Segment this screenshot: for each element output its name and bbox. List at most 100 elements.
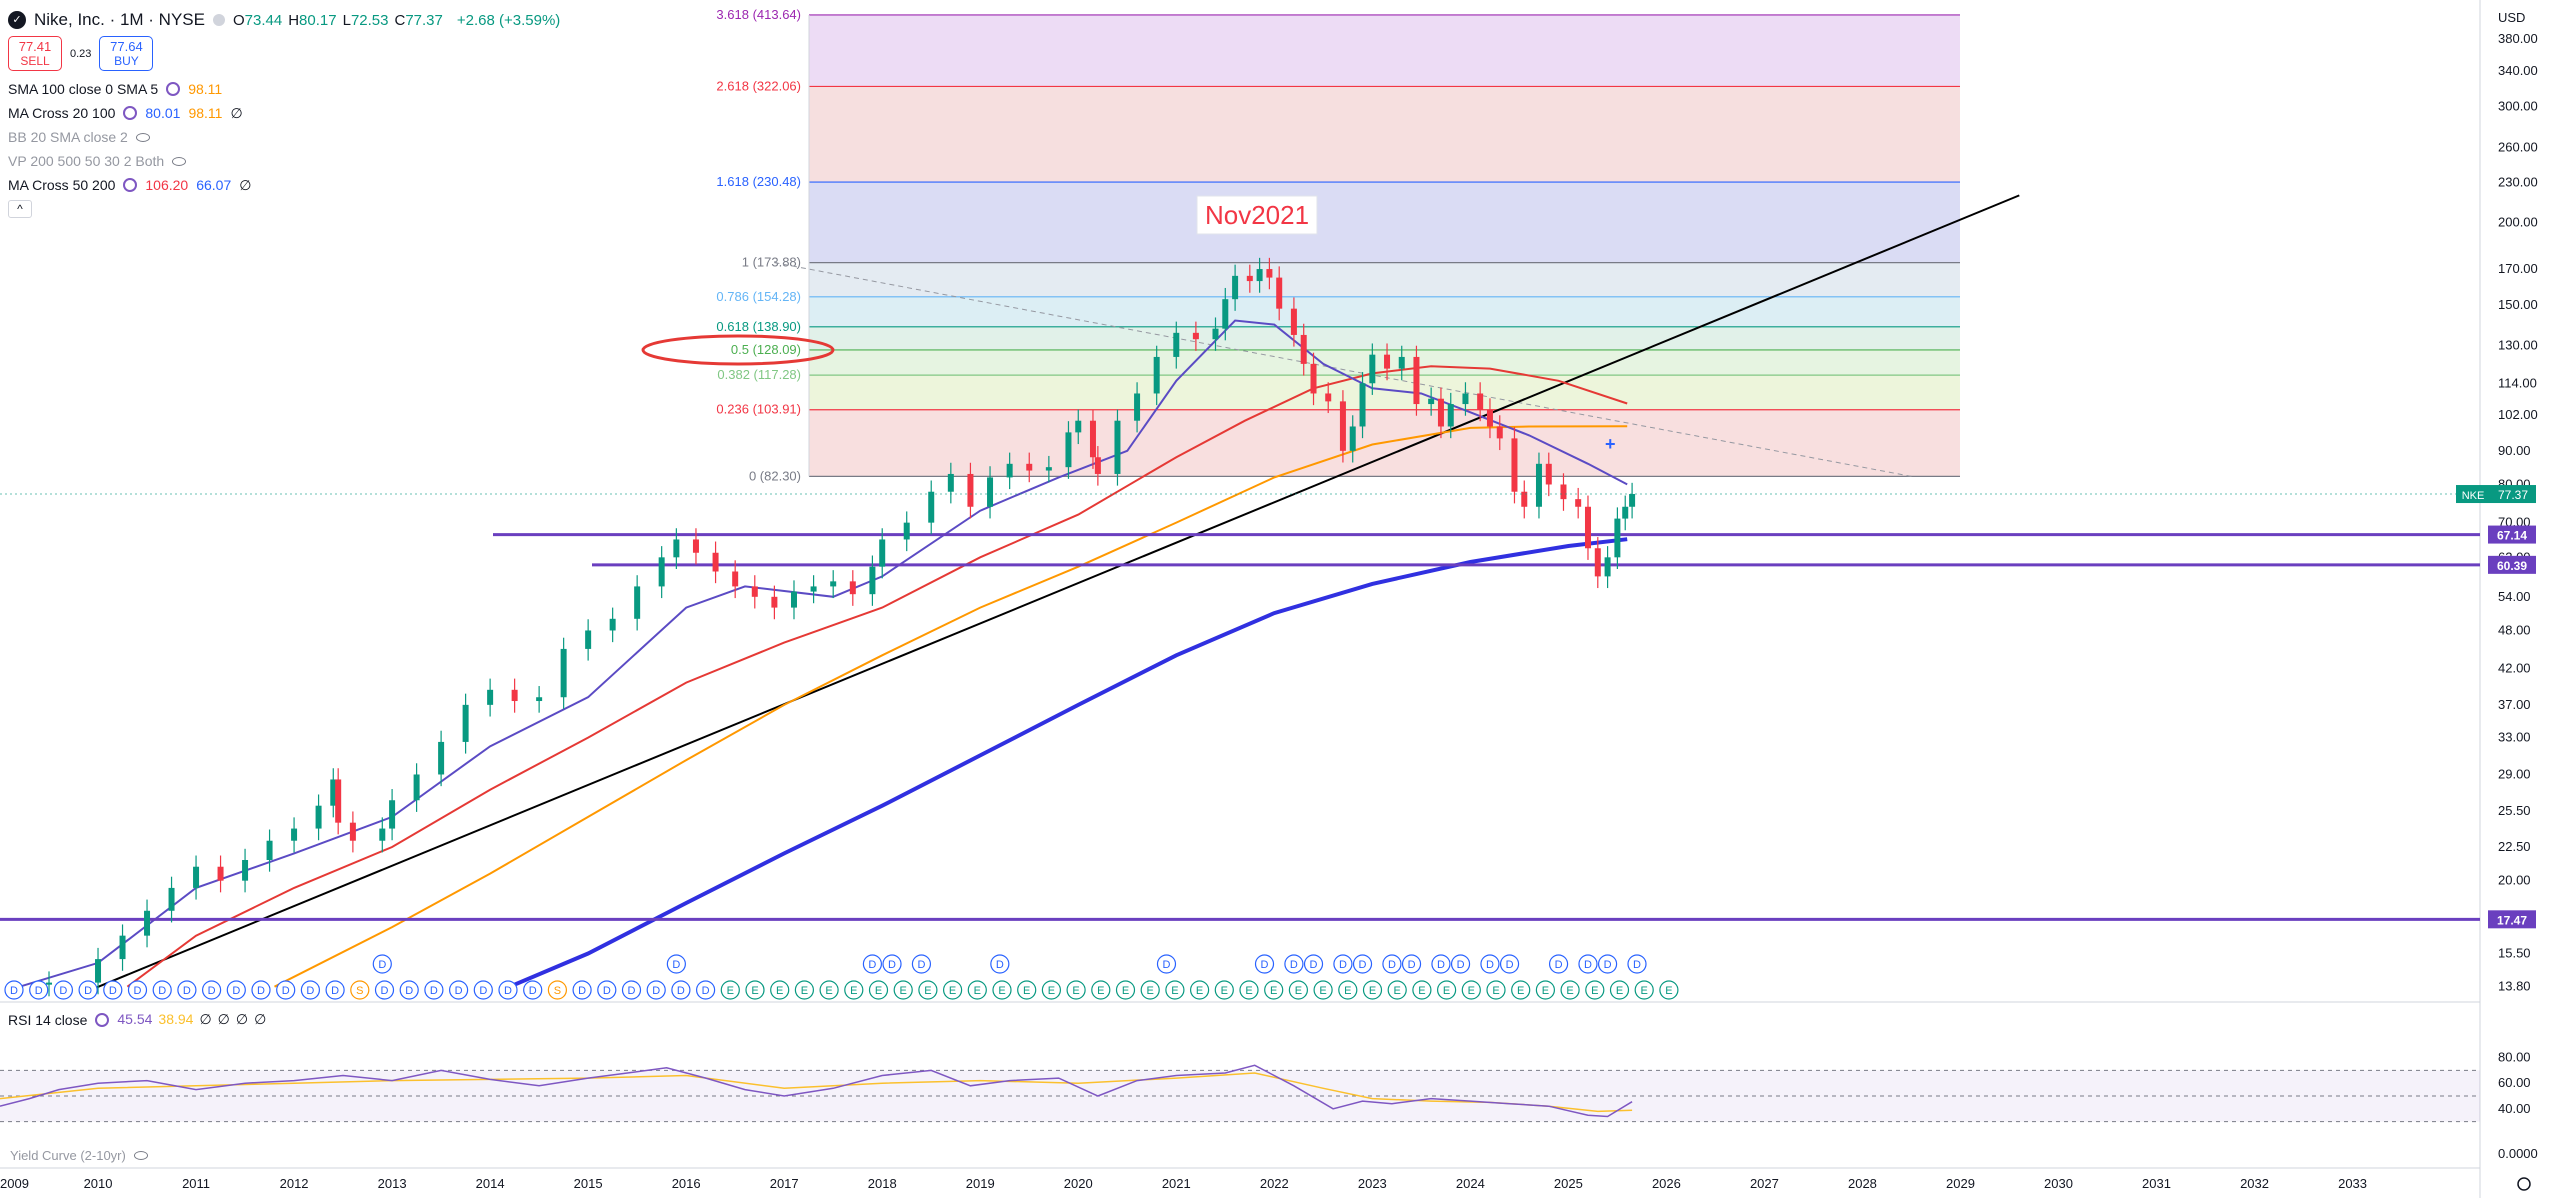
event-marker-bottom: E (1486, 980, 1506, 1000)
candle-body (119, 935, 126, 960)
event-letter: E (1542, 985, 1549, 997)
event-badge (1578, 954, 1598, 974)
candle-body (560, 648, 567, 698)
price-tick-label: 380.00 (2498, 31, 2538, 46)
yield-curve-title[interactable]: Yield Curve (2-10yr) (10, 1148, 126, 1163)
event-letter: D (917, 959, 925, 971)
event-marker-top: D (1254, 954, 1275, 974)
sma100-line (274, 425, 1628, 988)
ohlc-value: 77.37 (405, 11, 443, 29)
event-marker-bottom: E (942, 980, 963, 1000)
candle-body (869, 566, 876, 595)
event-badge (1634, 980, 1654, 1000)
time-tick-label: 2009 (0, 1176, 29, 1191)
currency-label: USD (2498, 10, 2525, 25)
indicator-row[interactable]: MA Cross 50 200 106.20 66.07 ∅ (8, 173, 560, 197)
ohlc-value: 72.53 (350, 11, 389, 29)
event-marker-bottom: E (770, 980, 790, 1000)
event-badge (1548, 954, 1569, 974)
event-marker-bottom: S (547, 980, 568, 1000)
fib-zone (809, 86, 1960, 183)
event-marker-bottom: E (1461, 980, 1481, 1000)
buy-price: 77.64 (110, 39, 143, 54)
time-tick-label: 2011 (182, 1176, 210, 1191)
event-marker-top: D (1382, 954, 1402, 974)
rsi-title[interactable]: RSI 14 close (8, 1011, 88, 1028)
sell-button[interactable]: 77.41 SELL (8, 36, 62, 71)
fib-level-label: 1.618 (230.48) (716, 174, 801, 189)
eye-hidden-icon[interactable] (135, 132, 150, 142)
candle-body (1575, 499, 1582, 507)
event-letter: E (1394, 985, 1401, 997)
event-badge (1486, 980, 1506, 1000)
event-markers[interactable]: D D D D D D D D D D D D D D D D D D D D D DD D D D D D D D D D D D D D S D D D… (4, 954, 1679, 1000)
candle-body (1075, 420, 1082, 433)
time-tick-label: 2020 (1064, 1176, 1093, 1191)
candle-body (810, 586, 817, 592)
ohlc-key: L (342, 11, 351, 29)
candle-body (1325, 393, 1332, 402)
indicator-row[interactable]: MA Cross 20 100 80.01 98.11 ∅ (8, 101, 560, 125)
event-badge (374, 980, 395, 1000)
legend: ✓ Nike, Inc. · 1M · NYSE O73.44 H80.17 L72… (8, 8, 560, 221)
event-badge (1239, 980, 1259, 1000)
event-badge (399, 980, 419, 1000)
candle-body (1026, 463, 1033, 471)
gear-icon[interactable] (2517, 1177, 2531, 1191)
price-tick-label: 29.00 (2498, 766, 2531, 781)
event-badge (918, 980, 938, 1000)
candle-body (712, 552, 719, 572)
indicator-settings-icon[interactable] (123, 106, 138, 120)
candle-body (903, 522, 910, 540)
candle-body (751, 586, 758, 597)
symbol-title[interactable]: Nike, Inc. · 1M · NYSE (34, 10, 205, 29)
ohlc-readout: O73.44 H80.17 L72.53 C77.37 (233, 12, 449, 29)
event-badge (1431, 954, 1451, 974)
time-tick-label: 2016 (672, 1176, 701, 1191)
event-marker-bottom: D (4, 980, 24, 1000)
candle-body (609, 618, 616, 631)
event-badge (4, 980, 24, 1000)
event-letter: E (1369, 985, 1376, 997)
event-letter: D (1584, 959, 1592, 971)
indicator-row[interactable]: SMA 100 close 0 SMA 5 98.11 (8, 77, 560, 101)
eye-hidden-icon[interactable] (172, 156, 187, 166)
indicator-settings-icon[interactable] (166, 82, 181, 96)
indicator-row[interactable]: BB 20 SMA close 2 (8, 125, 560, 149)
event-letter: E (1591, 985, 1598, 997)
fib-retracement[interactable]: 0 (82.30) 0.236 (103.91) 0.382 (117.28) 0.5… (716, 7, 1960, 483)
event-letter: D (1457, 959, 1465, 971)
event-letter: D (10, 985, 18, 997)
event-letter: D (158, 985, 166, 997)
rsi-value: ∅ (254, 1011, 267, 1027)
fib-level-label: 0.236 (103.91) (716, 402, 801, 417)
event-letter: E (1072, 985, 1079, 997)
event-letter: D (430, 985, 438, 997)
candle-body (1134, 393, 1141, 421)
event-marker-top: D (1450, 954, 1471, 974)
indicator-row[interactable]: VP 200 500 50 30 2 Both (8, 149, 560, 173)
event-badge (1560, 980, 1580, 1000)
event-badge (53, 980, 74, 1000)
eye-hidden-icon[interactable] (133, 1151, 148, 1160)
candle-body (1614, 518, 1621, 558)
rsi-settings-icon[interactable] (95, 1012, 110, 1027)
buy-button[interactable]: 77.64 BUY (99, 36, 154, 71)
event-letter: D (1633, 959, 1641, 971)
candle-body (193, 866, 200, 888)
candle-body (1246, 275, 1253, 282)
indicator-settings-icon[interactable] (123, 178, 138, 192)
event-marker-bottom: E (1313, 980, 1333, 1000)
rsi-value: ∅ (217, 1011, 230, 1027)
candle-body (511, 689, 518, 702)
event-letter: E (1517, 985, 1524, 997)
event-letter: E (1171, 985, 1178, 997)
event-letter: E (776, 985, 783, 997)
price-tick-label: 300.00 (2498, 99, 2538, 114)
ohlc-value: 73.44 (244, 11, 283, 29)
nike-logo-icon: ✓ (8, 11, 26, 29)
collapse-legend-button[interactable]: ^ (8, 200, 32, 218)
event-letter: D (84, 985, 92, 997)
price-tick-label: 230.00 (2498, 175, 2538, 190)
